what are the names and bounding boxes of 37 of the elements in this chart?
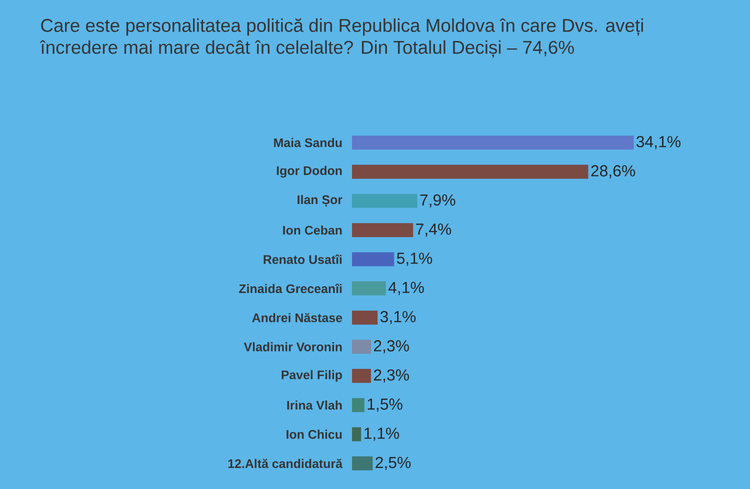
data-label: 7,9% — [420, 194, 456, 208]
data-label: 5,1% — [396, 252, 432, 266]
y-tick-label: Ilan Șor — [298, 194, 342, 207]
data-label: 2,3% — [374, 340, 409, 354]
bar — [352, 164, 588, 179]
bar — [352, 427, 362, 442]
bar — [352, 194, 418, 208]
y-tick-label: Renato Usatîi — [264, 254, 342, 264]
bar — [352, 398, 364, 412]
data-label: 28,6% — [591, 165, 636, 178]
data-label: 1,1% — [364, 428, 400, 441]
bar — [352, 340, 371, 354]
data-label: 4,1% — [388, 282, 424, 295]
bar — [352, 281, 386, 296]
y-tick-label: Andrei Năstase — [252, 312, 342, 322]
data-label: 1,5% — [368, 398, 402, 412]
y-tick-label: Pavel Filip — [282, 370, 342, 382]
y-tick-label: Ion Ceban — [283, 226, 342, 235]
data-label: 2,5% — [376, 456, 411, 470]
y-tick-label: Zinaida Greceanîi — [239, 284, 342, 294]
bar — [352, 136, 634, 150]
y-tick-label: Igor Dodon — [276, 166, 342, 178]
chart-title: Care este personalitatea politică din Republica Moldova în care Dvs. aveți încredere mai mare decât în celelalte? Din Totalul Deciși – 74,6% — [40, 18, 643, 58]
y-tick-label: Vladimir Voronin — [244, 342, 342, 352]
bar — [352, 456, 373, 470]
y-tick-label: Maia Sandu — [274, 138, 342, 148]
y-tick-label: Irina Vlah — [287, 400, 342, 410]
bar — [352, 368, 371, 383]
bar — [352, 252, 394, 266]
y-tick-label: Ion Chicu — [286, 430, 342, 439]
bar — [352, 310, 378, 325]
bar — [352, 223, 414, 238]
data-label: 7,4% — [416, 224, 452, 237]
data-label: 3,1% — [380, 311, 416, 324]
data-label: 2,3% — [374, 369, 409, 382]
data-label: 34,1% — [636, 136, 680, 150]
y-tick-label: 12.Altă candidatură — [228, 458, 343, 468]
